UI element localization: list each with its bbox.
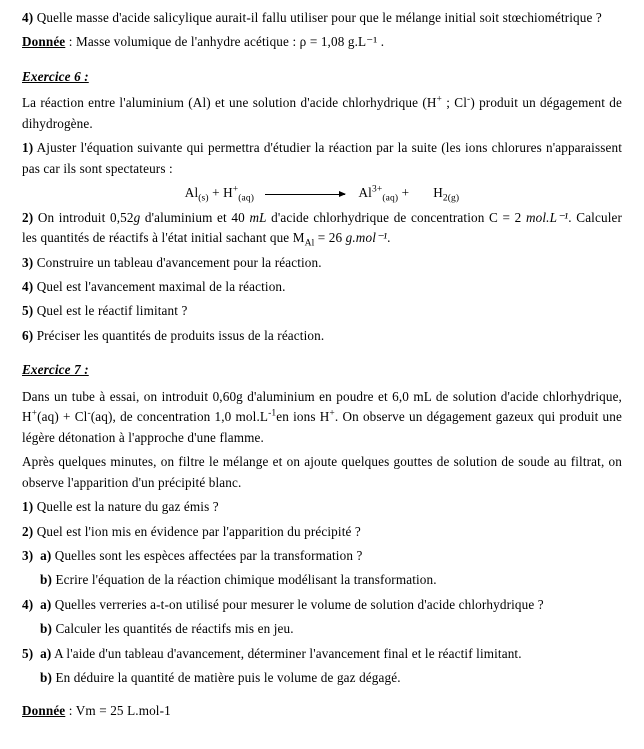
donnee-4: Donnée : Masse volumique de l'anhydre ac… bbox=[22, 32, 622, 52]
ex7-q2-num: 2) bbox=[22, 524, 33, 539]
ex6-q6-num: 6) bbox=[22, 328, 33, 343]
ex6-q3: 3) Construire un tableau d'avancement po… bbox=[22, 253, 622, 273]
eq-h: H bbox=[223, 185, 233, 200]
donnee-label: Donnée bbox=[22, 34, 65, 49]
eq-al3: Al bbox=[359, 185, 372, 200]
eq-h2: H bbox=[433, 185, 443, 200]
ex7-q3-atext: Quelles sont les espèces affectées par l… bbox=[55, 548, 363, 563]
donnee7-text: : Vm = 25 L.mol-1 bbox=[69, 703, 171, 718]
ex7-p1-b: (aq) + Cl bbox=[37, 409, 87, 424]
ex7-p1: Dans un tube à essai, on introduit 0,60g… bbox=[22, 387, 622, 448]
ex7-p2: Après quelques minutes, on filtre le mél… bbox=[22, 452, 622, 493]
ex7-heading: Exercice 7 : bbox=[22, 360, 622, 380]
ex6-intro-b: ; Cl bbox=[442, 95, 467, 110]
ex7-p1-c: (aq), de concentration 1,0 mol.L bbox=[91, 409, 268, 424]
eq-al: Al bbox=[185, 185, 198, 200]
ex6-intro-a: La réaction entre l'aluminium (Al) et un… bbox=[22, 95, 437, 110]
ex6-q1-a: Ajuster l'équation suivante bbox=[37, 140, 183, 155]
ex7-q1-num: 1) bbox=[22, 499, 33, 514]
ex7-q4-a: a) bbox=[40, 597, 51, 612]
ex7-p1-d: en ions H bbox=[276, 409, 329, 424]
ex7-q2-text: Quel est l'ion mis en évidence par l'app… bbox=[37, 524, 361, 539]
ex6-q6: 6) Préciser les quantités de produits is… bbox=[22, 326, 622, 346]
q4-text-a: Quelle masse d'acide salicylique aurait- bbox=[37, 10, 251, 25]
ex6-q2: 2) On introduit 0,52g d'aluminium et 40 … bbox=[22, 208, 622, 249]
ex6-q2-e: = 26 bbox=[314, 230, 345, 245]
ex6-heading: Exercice 6 : bbox=[22, 67, 622, 87]
ex6-q2-al: Al bbox=[305, 239, 315, 249]
ex7-q1: 1) Quelle est la nature du gaz émis ? bbox=[22, 497, 622, 517]
ex6-q6-text: Préciser les quantités de produits issus… bbox=[37, 328, 325, 343]
document-page: 4) Quelle masse d'acide salicylique aura… bbox=[0, 0, 644, 749]
donnee-text: : Masse volumique de l'anhydre acétique … bbox=[69, 34, 385, 49]
ex7-q3-btext: Ecrire l'équation de la réaction chimiqu… bbox=[55, 572, 436, 587]
ex7-q2: 2) Quel est l'ion mis en évidence par l'… bbox=[22, 522, 622, 542]
ex7-q4-btext: Calculer les quantités de réactifs mis e… bbox=[55, 621, 293, 636]
eq-plus2: + bbox=[402, 185, 413, 200]
ex7-q3-b: b) bbox=[40, 572, 52, 587]
ex6-q5-text: Quel est le réactif limitant ? bbox=[37, 303, 188, 318]
ex6-q5: 5) Quel est le réactif limitant ? bbox=[22, 301, 622, 321]
ex6-q2-c: d'acide chlorhydrique de concentration C… bbox=[267, 210, 526, 225]
ex6-q2-ml: mL bbox=[249, 210, 266, 225]
donnee-7: Donnée : Vm = 25 L.mol-1 bbox=[22, 701, 622, 721]
ex7-q5b: b) En déduire la quantité de matière pui… bbox=[22, 668, 622, 688]
eq-aq1: (aq) bbox=[238, 194, 254, 204]
ex6-q1-num: 1) bbox=[22, 140, 33, 155]
ex6-q3-text: Construire un tableau d'avancement pour … bbox=[37, 255, 322, 270]
ex6-q4-num: 4) bbox=[22, 279, 33, 294]
ex7-q3a: 3) a) Quelles sont les espèces affectées… bbox=[22, 546, 622, 566]
eq-plus1: + bbox=[212, 185, 223, 200]
ex7-q3-a: a) bbox=[40, 548, 51, 563]
arrow-icon bbox=[265, 194, 345, 195]
ex6-intro: La réaction entre l'aluminium (Al) et un… bbox=[22, 93, 622, 134]
ex7-q5-a: a) bbox=[40, 646, 51, 661]
ex7-q4-b: b) bbox=[40, 621, 52, 636]
ex6-q2-f: . bbox=[387, 230, 390, 245]
ex7-q3b: b) Ecrire l'équation de la réaction chim… bbox=[22, 570, 622, 590]
ex7-q3-num: 3) bbox=[22, 548, 33, 563]
eq-aq2: (aq) bbox=[382, 194, 398, 204]
ex6-q2-unit: mol.L⁻¹ bbox=[526, 210, 568, 225]
ex6-q4: 4) Quel est l'avancement maximal de la r… bbox=[22, 277, 622, 297]
eq-three: 3+ bbox=[372, 185, 382, 195]
ex6-q4-text: Quel est l'avancement maximal de la réac… bbox=[37, 279, 286, 294]
ex6-q5-num: 5) bbox=[22, 303, 33, 318]
ex6-q2-unit2: g.mol⁻¹ bbox=[346, 230, 388, 245]
donnee7-label: Donnée bbox=[22, 703, 65, 718]
q4-number: 4) bbox=[22, 10, 33, 25]
eq-two: 2(g) bbox=[443, 194, 459, 204]
ex7-q4-atext: Quelles verreries a-t-on utilisé pour me… bbox=[55, 597, 544, 612]
eq-s: (s) bbox=[198, 194, 208, 204]
ex7-q4-num: 4) bbox=[22, 597, 33, 612]
ex6-q1: 1) Ajuster l'équation suivante qui perme… bbox=[22, 138, 622, 179]
ex7-q4a: 4) a) Quelles verreries a-t-on utilisé p… bbox=[22, 595, 622, 615]
ex6-q3-num: 3) bbox=[22, 255, 33, 270]
ex7-q4b: b) Calculer les quantités de réactifs mi… bbox=[22, 619, 622, 639]
ex7-q1-text: Quelle est la nature du gaz émis ? bbox=[37, 499, 219, 514]
ex7-q5-b: b) bbox=[40, 670, 52, 685]
ex6-equation: Al(s) + H+(aq) Al3+(aq) + H2(g) bbox=[22, 183, 622, 203]
ex6-q2-b: d'aluminium et 40 bbox=[140, 210, 249, 225]
ex7-q5-atext: A l'aide d'un tableau d'avancement, déte… bbox=[54, 646, 522, 661]
q4-paragraph: 4) Quelle masse d'acide salicylique aura… bbox=[22, 8, 622, 28]
ex6-q2-a: On introduit 0,52 bbox=[38, 210, 134, 225]
ex6-q2-num: 2) bbox=[22, 210, 33, 225]
q4-text-b: il fallu utiliser pour que le mélange in… bbox=[251, 10, 602, 25]
ex7-q5-num: 5) bbox=[22, 646, 33, 661]
ex7-q5-btext: En déduire la quantité de matière puis l… bbox=[55, 670, 400, 685]
ex7-q5a: 5) a) A l'aide d'un tableau d'avancement… bbox=[22, 644, 622, 664]
